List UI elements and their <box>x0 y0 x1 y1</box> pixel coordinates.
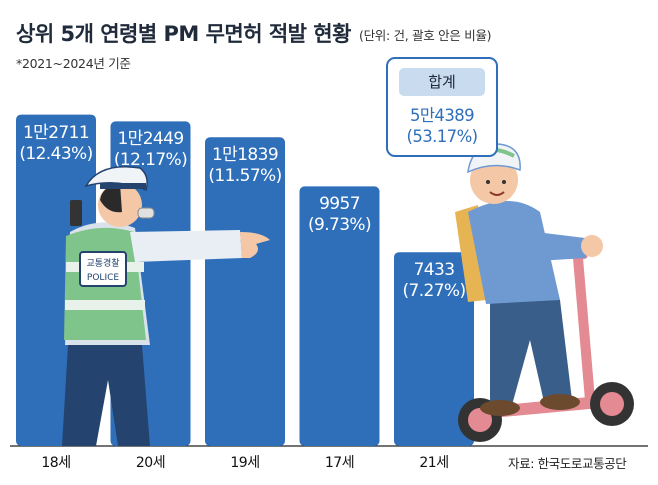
bar-count-2: 1만2449 <box>117 129 184 150</box>
bar-percent-4: (9.73%) <box>307 215 372 236</box>
period-note: *2021~2024년 기준 <box>16 56 131 71</box>
category-label-3: 19세 <box>230 455 260 471</box>
total-summary-box: 합계 5만4389 (53.17%) <box>386 57 498 157</box>
category-label-5: 21세 <box>419 455 449 471</box>
total-label: 합계 <box>399 68 485 96</box>
bar-value-label-5: 7433 (7.27%) <box>394 260 474 302</box>
bar-3 <box>205 137 285 447</box>
bar-value-label-4: 9957 (9.73%) <box>300 194 380 236</box>
unit-note: (단위: 건, 괄호 안은 비율) <box>359 28 492 43</box>
bar-percent-2: (12.17%) <box>113 150 188 171</box>
total-percent: (53.17%) <box>406 127 479 146</box>
vest-text-korean: 교통경찰 <box>86 257 119 269</box>
bar-count-5: 7433 <box>413 260 455 281</box>
bar-value-label-1: 1만2711 (12.43%) <box>16 123 96 165</box>
bar-count-1: 1만2711 <box>22 122 90 143</box>
total-value: 5만4389 (53.17%) <box>388 105 496 147</box>
bar-count-3: 1만1839 <box>211 145 279 166</box>
category-label-4: 17세 <box>324 455 355 471</box>
bar-percent-5: (7.27%) <box>402 281 466 302</box>
category-label-2: 20세 <box>135 455 166 471</box>
bar-percent-1: (12.43%) <box>19 143 93 164</box>
chart-title: 상위 5개 연령별 PM 무면허 적발 현황 <box>16 22 351 46</box>
bar-value-label-3: 1만1839 (11.57%) <box>205 145 285 187</box>
category-label-1: 18세 <box>41 455 71 471</box>
total-count: 5만4389 <box>409 106 475 125</box>
source-note: 자료: 한국도로교통공단 <box>508 456 627 471</box>
bar-5 <box>394 252 474 446</box>
bar-4 <box>299 186 380 447</box>
bar-value-label-2: 1만2449 (12.17%) <box>111 129 191 171</box>
bar-percent-3: (11.57%) <box>208 166 282 187</box>
vest-text-police: POLICE <box>87 273 119 283</box>
bar-count-4: 9957 <box>319 194 360 215</box>
